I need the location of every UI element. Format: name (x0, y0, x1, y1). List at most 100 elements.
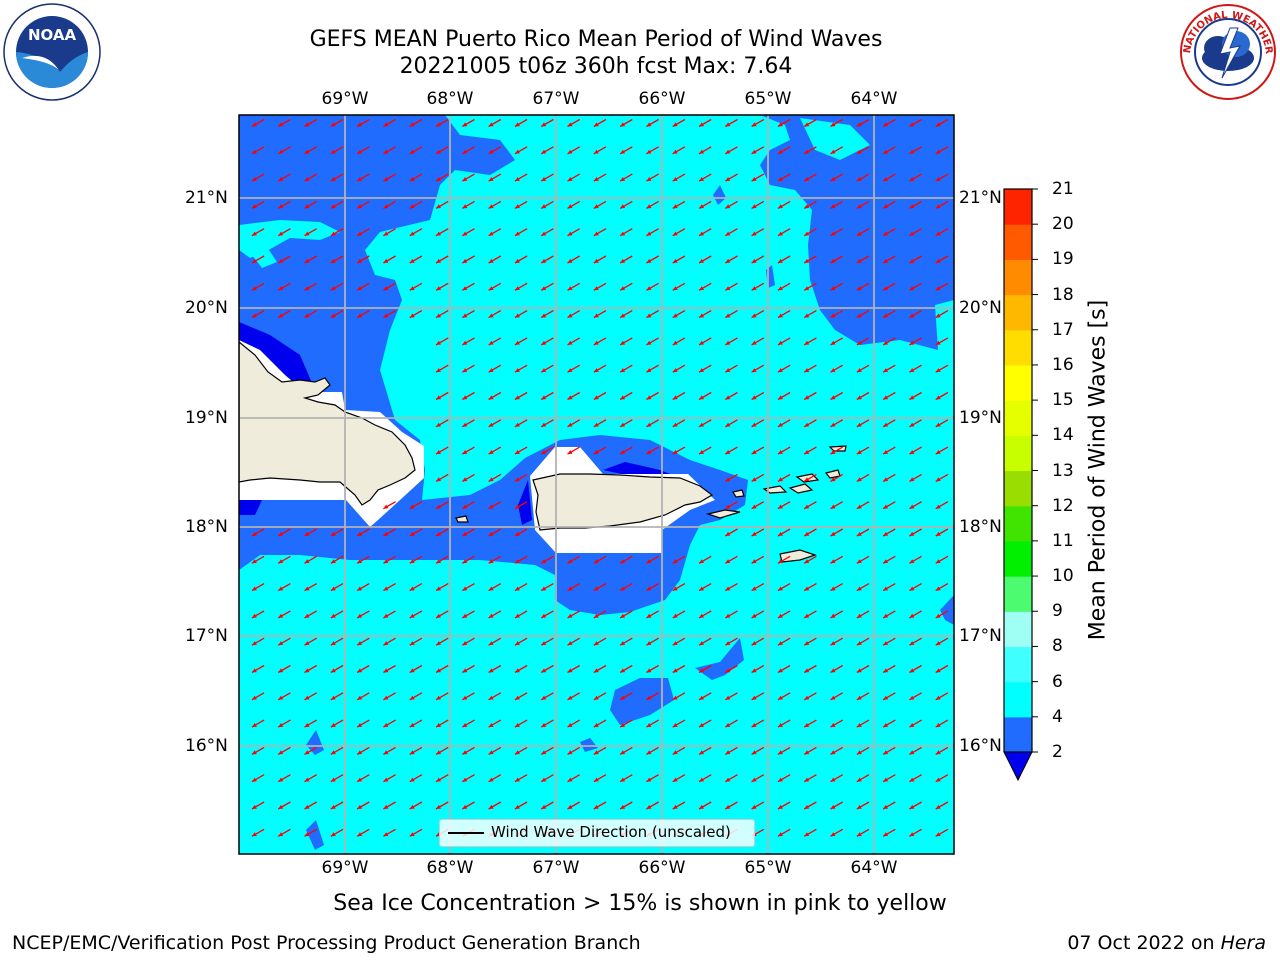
wind-wave-arrowhead (935, 149, 941, 154)
wind-wave-arrowhead (751, 204, 757, 209)
wind-wave-arrowhead (699, 559, 704, 564)
wind-wave-arrowhead (909, 477, 915, 482)
colorbar-tick-label: 19 (1052, 249, 1074, 270)
wind-wave-arrowhead (646, 641, 652, 646)
wind-wave-arrowhead (620, 641, 626, 646)
wind-wave-arrowhead (830, 258, 836, 263)
wind-wave-arrowhead (620, 804, 626, 809)
wind-wave-arrowhead (278, 832, 284, 837)
wind-wave-arrowhead (436, 586, 441, 591)
wind-wave-arrowhead (593, 122, 599, 127)
wind-wave-arrowhead (567, 613, 573, 618)
wind-wave-arrowhead (751, 149, 757, 154)
wind-wave-arrowhead (856, 804, 862, 809)
wind-wave-arrowhead (567, 559, 573, 564)
wind-wave-arrowhead (488, 122, 494, 127)
wind-wave-arrowhead (278, 122, 284, 127)
wind-wave-arrowhead (462, 777, 468, 782)
wind-wave-arrowhead (383, 559, 389, 564)
wind-wave-arrowhead (699, 804, 704, 809)
wind-wave-arrowhead (593, 586, 599, 591)
wind-wave-arrowhead (856, 286, 862, 291)
wind-wave-arrowhead (830, 477, 836, 482)
wind-wave-arrowhead (699, 695, 704, 700)
wind-wave-arrowhead (830, 723, 836, 728)
wind-wave-arrowhead (699, 340, 704, 345)
wind-wave-arrowhead (699, 450, 704, 455)
wind-wave-arrowhead (462, 559, 468, 564)
wind-wave-arrowhead (514, 777, 520, 782)
wind-wave-arrowhead (514, 613, 520, 618)
wind-wave-arrowhead (830, 586, 836, 591)
wind-wave-arrowhead (514, 559, 520, 564)
wind-wave-arrowhead (567, 641, 573, 646)
wind-wave-arrowhead (462, 395, 468, 400)
wind-wave-arrowhead (883, 750, 889, 755)
wind-wave-arrowhead (725, 313, 731, 318)
wind-wave-arrowhead (278, 750, 284, 755)
wind-wave-arrowhead (856, 641, 862, 646)
wind-wave-arrowhead (330, 723, 336, 728)
wind-wave-arrowhead (304, 641, 310, 646)
wind-wave-arrowhead (725, 777, 731, 782)
wind-wave-arrowhead (436, 450, 441, 455)
wind-wave-arrowhead (330, 641, 336, 646)
wind-wave-arrowhead (593, 750, 599, 755)
footer-date-text: 07 Oct 2022 on (1067, 932, 1221, 954)
wind-wave-arrowhead (462, 286, 468, 291)
wind-wave-arrowhead (909, 695, 915, 700)
wind-wave-arrowhead (830, 368, 836, 373)
wind-wave-arrowhead (620, 368, 626, 373)
wind-wave-arrowhead (593, 258, 599, 263)
wind-wave-arrowhead (935, 313, 941, 318)
wind-wave-arrowhead (514, 286, 520, 291)
wind-wave-arrowhead (514, 641, 520, 646)
wind-wave-arrowhead (856, 586, 862, 591)
wind-wave-arrowhead (488, 368, 494, 373)
wind-wave-arrowhead (383, 504, 389, 509)
colorbar-tick-label: 6 (1052, 671, 1063, 692)
wind-wave-arrowhead (330, 695, 336, 700)
wind-wave-arrowhead (620, 231, 626, 236)
colorbar-tick-label: 17 (1052, 319, 1074, 340)
wind-wave-arrowhead (514, 750, 520, 755)
wind-wave-arrowhead (699, 668, 704, 673)
wind-wave-arrowhead (620, 122, 626, 127)
wind-wave-arrowhead (725, 559, 731, 564)
wind-wave-arrowhead (567, 723, 573, 728)
wind-wave-arrowhead (935, 286, 941, 291)
wind-wave-arrowhead (909, 122, 915, 127)
wind-wave-arrowhead (699, 368, 704, 373)
wind-wave-arrowhead (856, 559, 862, 564)
wind-wave-arrowhead (541, 586, 547, 591)
lat-label-right: 17°N (959, 626, 1002, 646)
wind-wave-arrowhead (488, 313, 494, 318)
colorbar-segment (1004, 294, 1032, 331)
wind-wave-arrowhead (699, 122, 704, 127)
wind-wave-arrowhead (567, 122, 573, 127)
lat-label-left: 18°N (185, 517, 228, 537)
wind-wave-arrowhead (804, 504, 810, 509)
wind-wave-arrowhead (672, 258, 678, 263)
wind-wave-arrowhead (357, 122, 363, 127)
wind-wave-arrowhead (777, 395, 783, 400)
wind-wave-arrowhead (541, 750, 547, 755)
wind-wave-arrowhead (672, 340, 678, 345)
wind-wave-arrowhead (304, 231, 310, 236)
wind-wave-arrowhead (804, 832, 810, 837)
colorbar-label: Mean Period of Wind Waves [s] (1085, 299, 1111, 641)
wind-wave-arrowhead (409, 504, 415, 509)
wind-wave-arrowhead (646, 613, 652, 618)
wind-wave-arrowhead (436, 613, 441, 618)
wind-wave-arrowhead (541, 340, 547, 345)
wind-wave-arrowhead (383, 586, 389, 591)
wind-wave-arrowhead (488, 777, 494, 782)
wind-wave-arrowhead (383, 204, 389, 209)
wind-wave-arrowhead (777, 368, 783, 373)
wind-wave-arrowhead (304, 204, 310, 209)
wind-wave-arrowhead (804, 422, 810, 427)
wind-wave-arrowhead (330, 149, 336, 154)
wind-wave-arrowhead (909, 777, 915, 782)
wind-wave-arrowhead (777, 450, 783, 455)
